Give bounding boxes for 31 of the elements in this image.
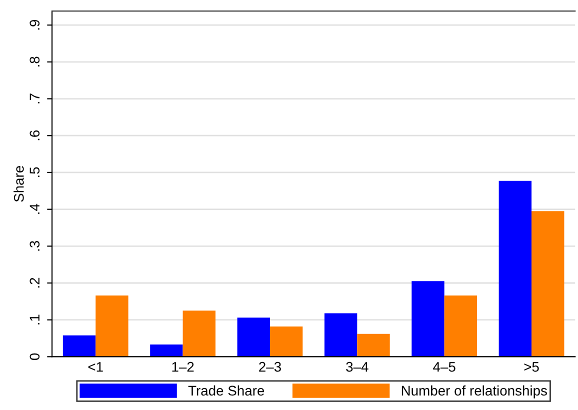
y-tick-label: .2 (30, 278, 40, 288)
bar (324, 313, 358, 357)
y-tick-label: .1 (30, 314, 40, 324)
x-tick-label: >5 (524, 362, 539, 372)
bar (357, 334, 390, 357)
bar (270, 326, 303, 357)
bar (150, 344, 183, 357)
y-axis-title: Share (14, 166, 24, 202)
bar (96, 296, 128, 357)
x-tick-label: 3–4 (346, 362, 368, 372)
text: Trade Share (188, 385, 264, 396)
y-tick-label: .6 (30, 130, 40, 140)
bar (498, 180, 532, 357)
bar (237, 318, 270, 357)
bar (412, 281, 444, 357)
bar (532, 211, 564, 357)
y-tick-label: .5 (30, 167, 40, 177)
y-tick-label: 0 (30, 353, 40, 360)
x-tick-label: 2–3 (259, 362, 281, 372)
y-tick-label: .4 (30, 204, 40, 214)
y-tick-label: .8 (30, 56, 40, 66)
x-tick-label: <1 (88, 362, 103, 372)
bar (444, 296, 478, 357)
x-tick-label: 4–5 (433, 362, 456, 372)
y-tick-label: .9 (30, 20, 40, 30)
y-tick-label: .3 (30, 240, 40, 251)
x-tick-label: 1–2 (172, 362, 194, 372)
text: Number of relationships (402, 385, 547, 398)
y-tick-label: .7 (30, 94, 40, 104)
bar (62, 335, 96, 357)
bar (182, 310, 216, 357)
